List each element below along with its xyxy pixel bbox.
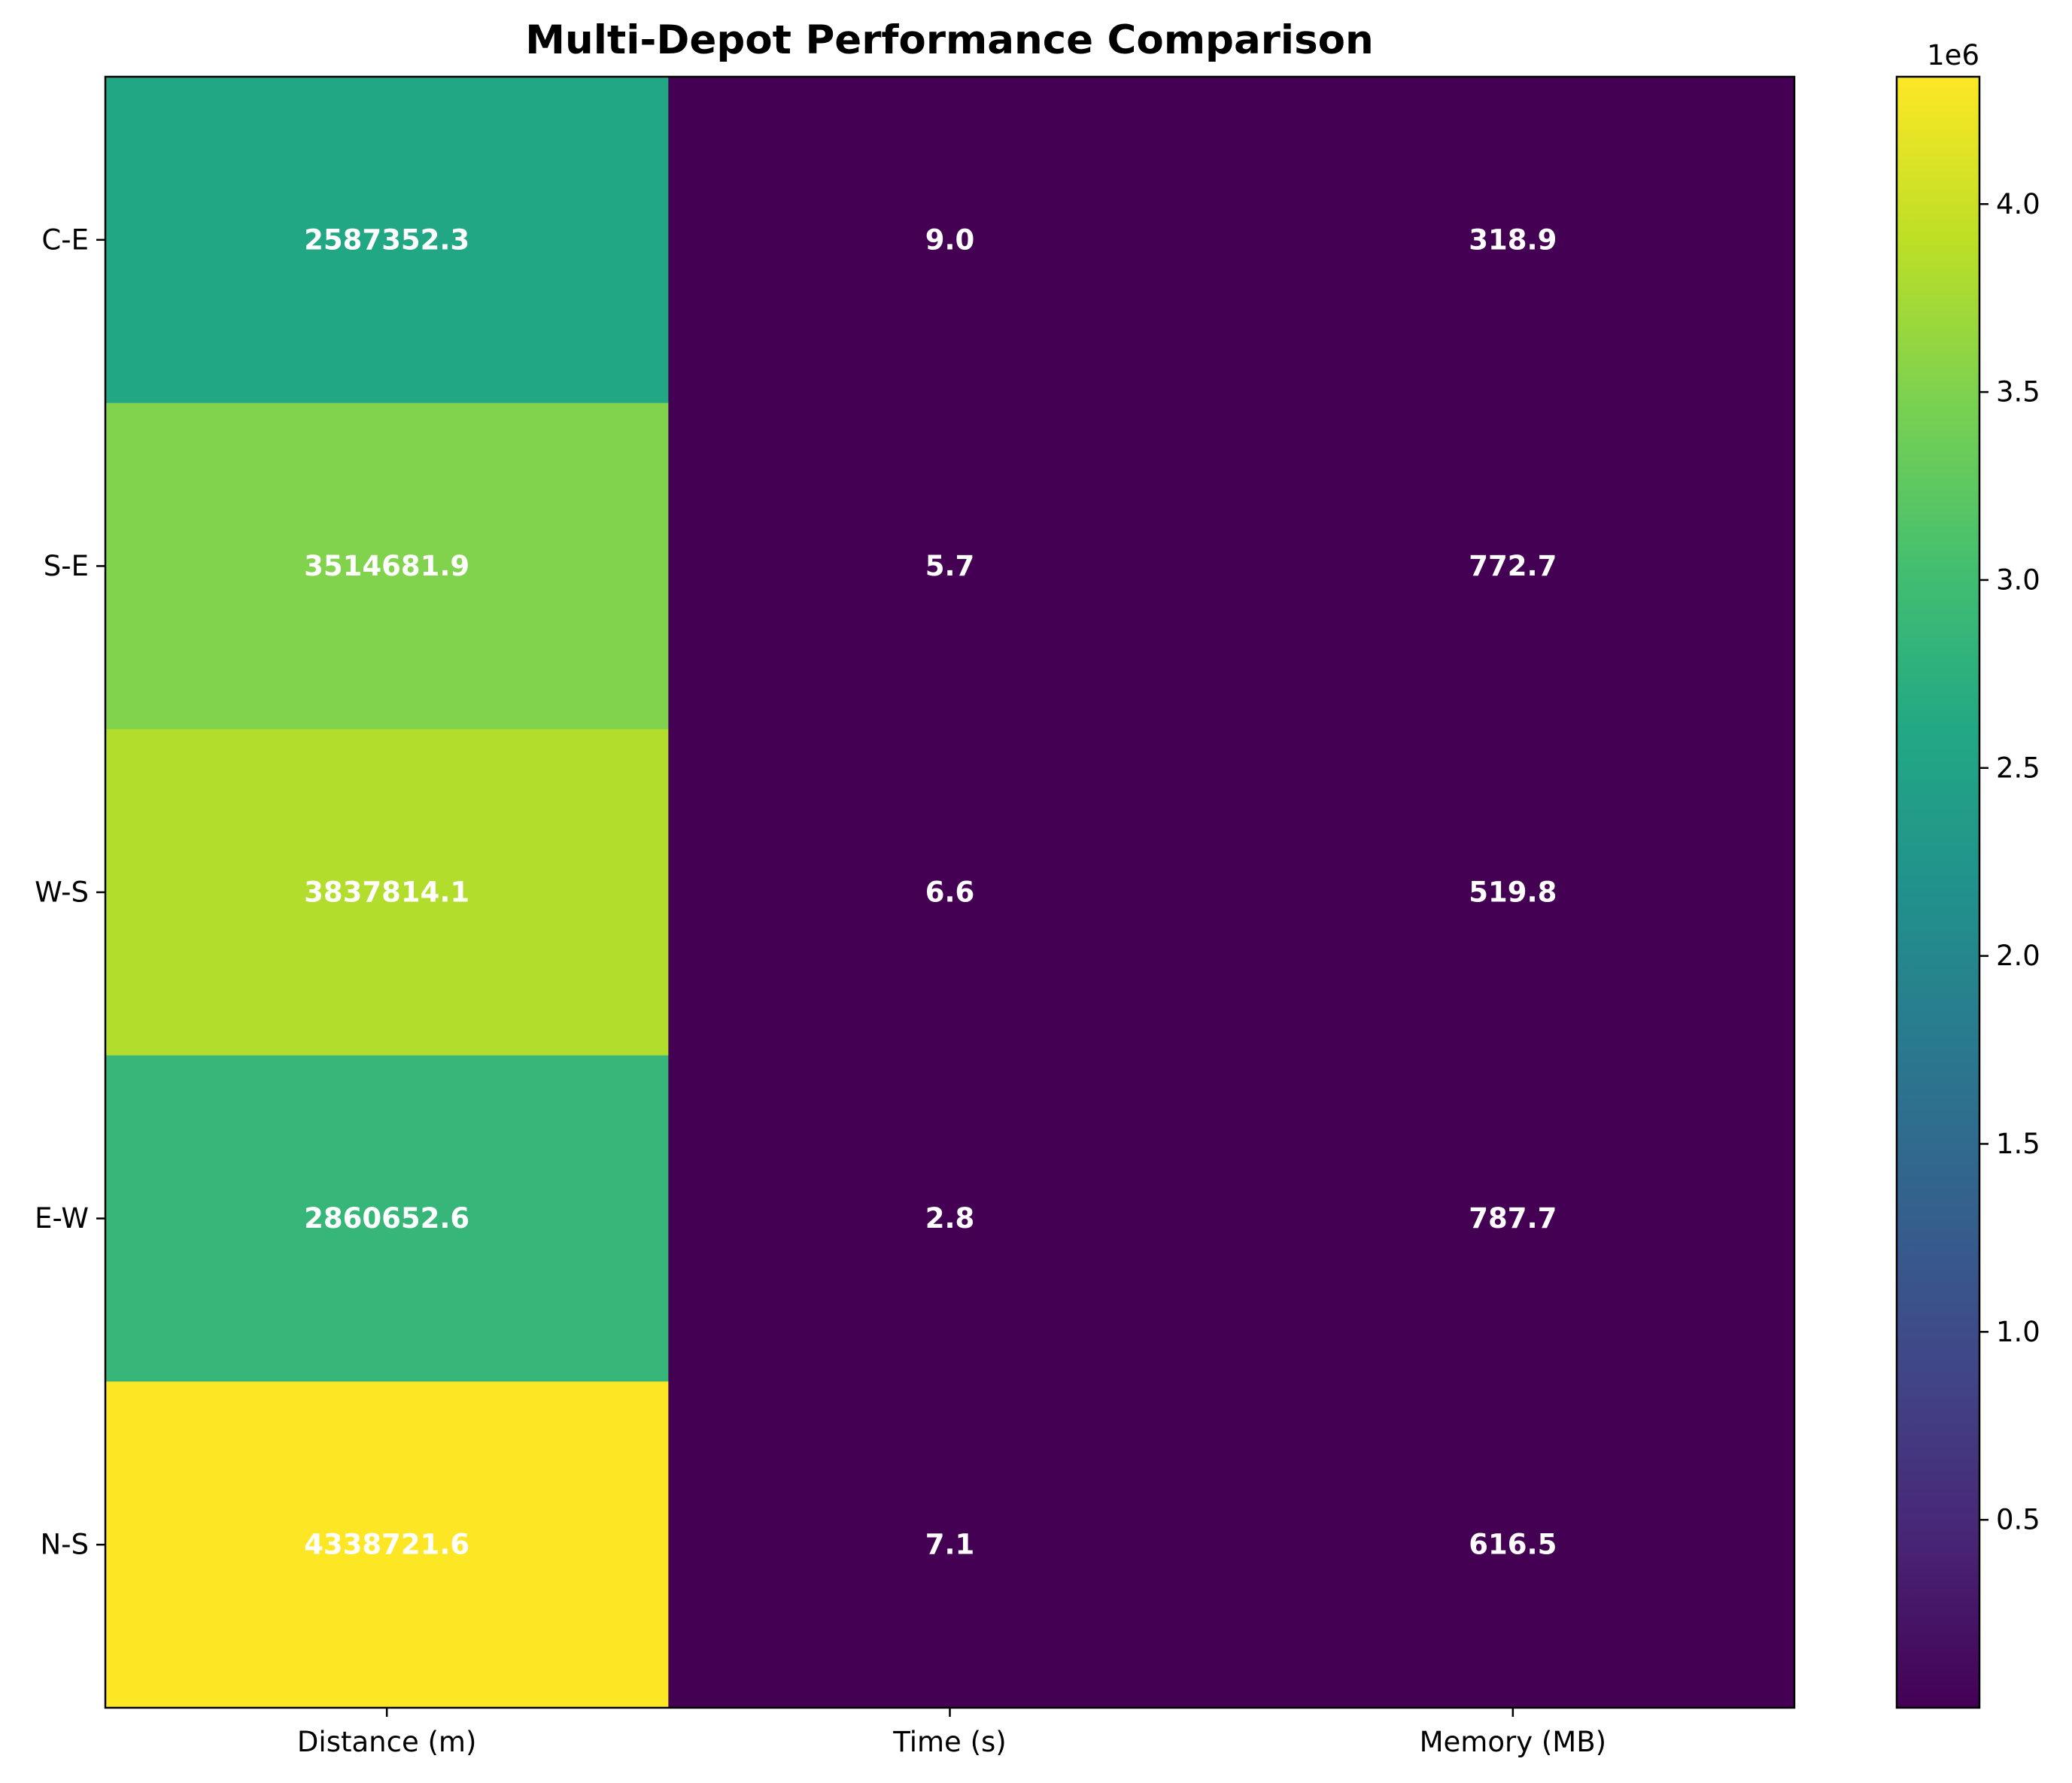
x-tick-label: Distance (m) [297,1726,476,1758]
colorbar-tick-label: 3.0 [1996,563,2040,596]
heatmap-cell [105,77,669,404]
cell-value-label: 318.9 [1469,223,1557,256]
y-axis: C-E S-E W-S E-W N-S [35,223,105,1561]
x-axis: Distance (m) Time (s) Memory (MB) [297,1708,1606,1758]
colorbar-tick-label: 1.0 [1996,1316,2040,1348]
cell-value-label: 5.7 [925,550,975,582]
colorbar-tick-label: 1.5 [1996,1128,2040,1160]
colorbar-tick-label: 2.0 [1996,940,2040,972]
y-tick-label: N-S [40,1529,89,1561]
colorbar-ticks: 0.5 1.0 1.5 2.0 2.5 3.0 3.5 4.0 [1979,188,2040,1536]
cell-value-label: 772.7 [1469,550,1557,582]
chart-title: Multi-Depot Performance Comparison [525,17,1374,63]
heatmap-cells: 2587352.3 9.0 318.9 3514681.9 5.7 772.7 383781… [105,77,1795,1709]
cell-value-label: 787.7 [1469,1202,1557,1235]
colorbar-tick-label: 2.5 [1996,752,2040,784]
colorbar: 1e6 0.5 1.0 1.5 2.0 2.5 3.0 3.5 4.0 [1895,39,2040,1709]
y-tick-label: E-W [35,1202,89,1235]
cell-value-label: 9.0 [925,223,975,256]
heatmap-cell [668,729,1232,1056]
colorbar-gradient [1897,77,1979,1708]
colorbar-tick-label: 3.5 [1996,376,2040,409]
heatmap-cell [668,77,1232,404]
y-tick-label: C-E [41,223,89,256]
cell-value-label: 616.5 [1469,1529,1557,1561]
colorbar-tick-label: 0.5 [1996,1504,2040,1536]
cell-value-label: 519.8 [1469,876,1557,909]
y-tick-label: S-E [44,550,89,582]
cell-value-label: 7.1 [925,1529,975,1561]
heatmap-cell [1231,77,1795,404]
heatmap-cell [105,1381,669,1709]
cell-value-label: 3837814.1 [304,876,469,909]
heatmap-cell [668,402,1232,730]
heatmap-cell [1231,402,1795,730]
cell-value-label: 2.8 [925,1202,975,1235]
cell-value-label: 6.6 [925,876,975,909]
cell-value-label: 4338721.6 [304,1529,469,1561]
heatmap-cell [105,1055,669,1382]
colorbar-offset-label: 1e6 [1927,39,1979,71]
x-tick-label: Memory (MB) [1420,1726,1606,1758]
cell-value-label: 3514681.9 [304,550,469,582]
heatmap-cell [105,729,669,1056]
cell-value-label: 2860652.6 [304,1202,469,1235]
heatmap-cell [1231,729,1795,1056]
heatmap-cell [1231,1381,1795,1709]
heatmap-cell [105,402,669,730]
colorbar-tick-label: 4.0 [1996,188,2040,220]
colorbar-frame [1895,75,1981,1709]
cell-value-label: 2587352.3 [304,223,469,256]
y-tick-label: W-S [35,876,89,909]
x-tick-label: Time (s) [892,1726,1006,1758]
heatmap-cell [1231,1055,1795,1382]
heatmap-cell [668,1055,1232,1382]
heatmap-cell [668,1381,1232,1709]
